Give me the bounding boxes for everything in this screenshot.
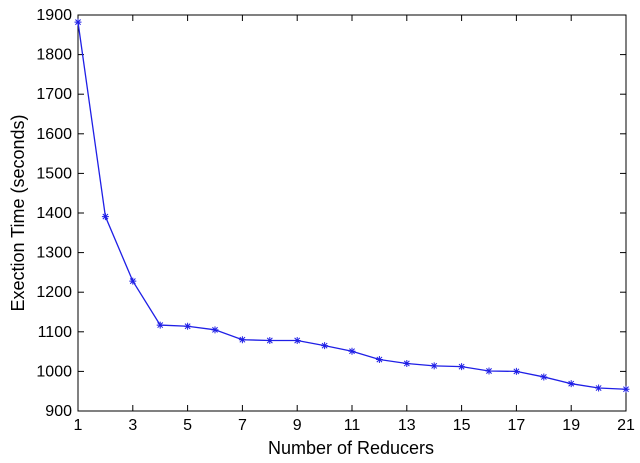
data-point-marker <box>74 18 82 26</box>
plot-area: 1 3 5 7 9 11 13 15 17 19 2190010001100120013001400… <box>36 7 635 434</box>
y-tick-label: 1200 <box>36 284 72 301</box>
data-point-marker <box>540 373 548 381</box>
data-point-marker <box>293 337 301 345</box>
data-point-marker <box>211 326 219 334</box>
y-tick-label: 1500 <box>36 165 72 182</box>
x-tick-label: 9 <box>293 417 302 434</box>
data-point-marker <box>485 367 493 375</box>
series-line <box>77 22 627 390</box>
data-point-marker <box>458 363 466 371</box>
x-tick-label: 5 <box>183 417 192 434</box>
data-point-marker <box>512 367 520 375</box>
data-point-marker <box>266 337 274 345</box>
data-point-marker <box>238 336 246 344</box>
x-tick-label: 3 <box>128 417 137 434</box>
x-tick-label: 1 <box>74 417 83 434</box>
y-tick-label: 1600 <box>36 126 72 143</box>
data-point-marker <box>129 277 137 285</box>
y-tick-label: 1100 <box>38 324 73 341</box>
y-tick-label: 1400 <box>36 205 72 222</box>
x-tick-label: 7 <box>238 417 247 434</box>
y-tick-label: 1700 <box>36 86 72 103</box>
y-axis-title: Exection Time (seconds) <box>8 114 28 311</box>
data-point-marker <box>184 322 192 330</box>
x-tick-label: 19 <box>562 417 580 434</box>
data-point-marker <box>156 321 164 329</box>
x-tick-label: 15 <box>453 417 471 434</box>
data-point-marker <box>375 356 383 364</box>
data-point-marker <box>403 359 411 367</box>
y-tick-label: 900 <box>45 403 72 420</box>
x-tick-label: 21 <box>617 417 635 434</box>
y-tick-label: 1800 <box>36 47 72 64</box>
x-tick-label: 11 <box>344 417 361 434</box>
data-point-marker <box>430 362 438 370</box>
x-tick-label: 17 <box>508 417 526 434</box>
data-point-marker <box>622 385 630 393</box>
data-point-marker <box>321 342 329 350</box>
y-tick-label: 1300 <box>36 245 72 262</box>
x-axis-title: Number of Reducers <box>268 438 434 458</box>
data-point-marker <box>567 380 575 388</box>
data-point-marker <box>595 384 603 392</box>
y-tick-label: 1000 <box>36 363 72 380</box>
x-tick-label: 13 <box>398 417 416 434</box>
data-point-marker <box>348 347 356 355</box>
y-tick-label: 1900 <box>36 7 72 24</box>
data-point-marker <box>101 213 109 221</box>
